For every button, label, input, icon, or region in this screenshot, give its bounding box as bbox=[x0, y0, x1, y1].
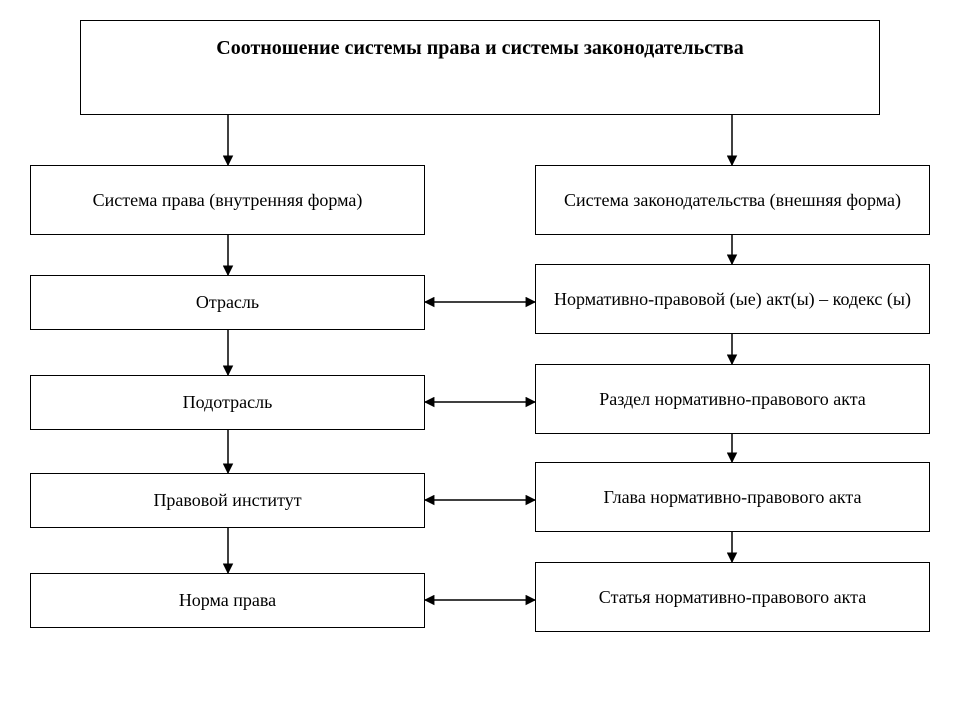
node-left2: Подотрасль bbox=[30, 375, 425, 430]
node-right3: Глава нормативно-правового акта bbox=[535, 462, 930, 532]
node-left1-label: Отрасль bbox=[196, 290, 259, 314]
node-left2-label: Подотрасль bbox=[183, 390, 273, 414]
node-title: Соотношение системы права и системы зако… bbox=[80, 20, 880, 115]
node-right1: Нормативно-правовой (ые) акт(ы) – кодекс… bbox=[535, 264, 930, 334]
node-right4: Статья нормативно-правового акта bbox=[535, 562, 930, 632]
node-right2: Раздел нормативно-правового акта bbox=[535, 364, 930, 434]
node-right0-label: Система законодательства (внешняя форма) bbox=[564, 188, 901, 212]
node-left3: Правовой институт bbox=[30, 473, 425, 528]
node-right1-label: Нормативно-правовой (ые) акт(ы) – кодекс… bbox=[554, 287, 911, 311]
node-left4: Норма права bbox=[30, 573, 425, 628]
node-right3-label: Глава нормативно-правового акта bbox=[604, 485, 862, 509]
node-left4-label: Норма права bbox=[179, 588, 276, 612]
node-left0: Система права (внутренняя форма) bbox=[30, 165, 425, 235]
node-right0: Система законодательства (внешняя форма) bbox=[535, 165, 930, 235]
node-right2-label: Раздел нормативно-правового акта bbox=[599, 387, 866, 411]
node-right4-label: Статья нормативно-правового акта bbox=[599, 585, 866, 609]
node-left0-label: Система права (внутренняя форма) bbox=[93, 188, 363, 212]
diagram-stage: Соотношение системы права и системы зако… bbox=[0, 0, 960, 720]
node-left1: Отрасль bbox=[30, 275, 425, 330]
node-left3-label: Правовой институт bbox=[153, 488, 301, 512]
node-title-label: Соотношение системы права и системы зако… bbox=[216, 35, 743, 62]
